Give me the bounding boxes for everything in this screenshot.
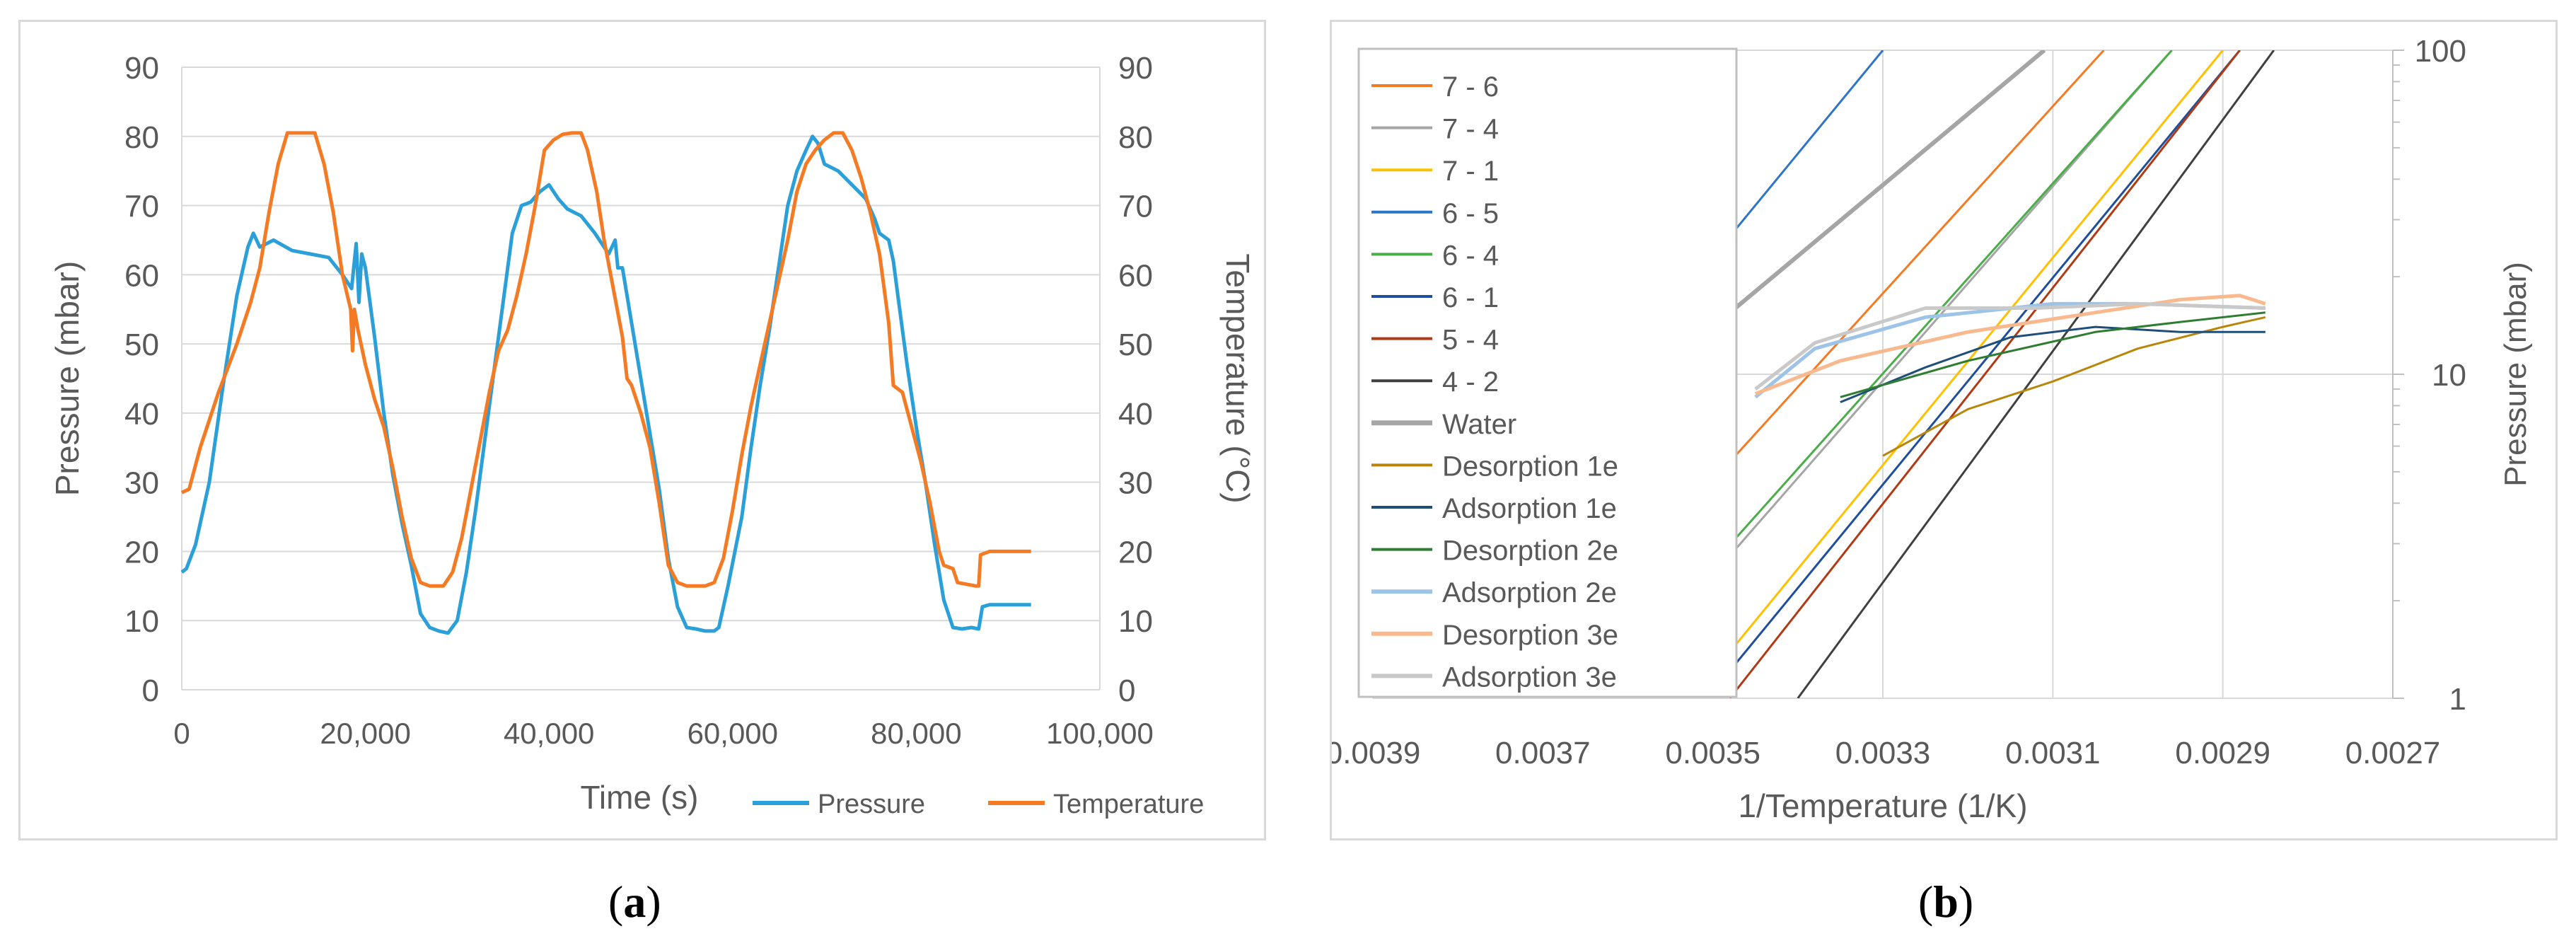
y-tick-label: 10 <box>124 604 159 639</box>
y2-tick-label: 40 <box>1118 397 1153 432</box>
x-tick-label: 0.0031 <box>2005 736 2101 770</box>
legend-label: 7 - 6 <box>1442 71 1499 103</box>
series-line-5-4 <box>1729 50 2241 698</box>
caption-b-close: ) <box>1958 877 1974 927</box>
y2-tick-label: 60 <box>1118 258 1153 293</box>
legend-label: 6 - 4 <box>1442 240 1499 271</box>
y-tick-label: 70 <box>124 190 159 224</box>
caption-a-open: ( <box>608 877 624 927</box>
legend-label: Water <box>1442 409 1516 440</box>
legend-label: Desorption 3e <box>1442 620 1618 651</box>
x-axis-title: 1/Temperature (1/K) <box>1738 787 2027 824</box>
x-tick-label: 20,000 <box>320 717 410 750</box>
series-line-adsorption-1e <box>1840 325 2265 403</box>
y2-tick-label: 80 <box>1118 120 1153 155</box>
y-tick-label: 80 <box>124 120 159 155</box>
legend-label: Temperature <box>1053 790 1204 819</box>
y-tick-label: 1 <box>2449 682 2466 717</box>
y2-axis-title: Temperature (°C) <box>1219 253 1256 503</box>
series-line-water <box>1711 50 2046 329</box>
legend-label: Adsorption 3e <box>1442 661 1617 693</box>
series-line-pressure <box>180 134 1031 635</box>
x-tick-label: 60,000 <box>687 717 778 750</box>
y2-tick-label: 30 <box>1118 466 1153 501</box>
x-tick-label: 0.0035 <box>1665 736 1760 770</box>
legend-label: 7 - 4 <box>1442 114 1499 145</box>
x-tick-label: 0.0029 <box>2175 736 2270 770</box>
chart-b-svg: 0.0039 0.0037 0.0035 0.0033 0.0031 0.0029 0.00… <box>1325 34 2533 824</box>
x-tick-label: 0.0027 <box>2345 736 2441 770</box>
x-tick-label: 100,000 <box>1046 717 1154 750</box>
series-line-desorption-2e <box>1840 311 2265 398</box>
series-line-7-6 <box>1712 50 2105 482</box>
y2-tick-label: 0 <box>1118 674 1135 708</box>
chart-panel-a: 0 0 10 10 20 20 30 30 40 40 50 50 60 60 70 70 80 80 90 90 0 2… <box>18 20 1266 840</box>
y2-tick-label: 10 <box>1118 604 1153 639</box>
legend-label: Adsorption 1e <box>1442 493 1617 524</box>
x-tick-label: 0.0033 <box>1835 736 1931 770</box>
y-tick-label: 90 <box>124 51 159 86</box>
caption-a: (a) <box>608 876 661 928</box>
y-tick-label: 20 <box>124 535 159 570</box>
series-line-4-2 <box>1797 50 2275 698</box>
legend-label: 6 - 1 <box>1442 282 1499 313</box>
legend-box <box>1357 47 1738 698</box>
caption-b-open: ( <box>1918 877 1934 927</box>
series-line-7-4 <box>1712 50 2173 576</box>
legend-label: 6 - 5 <box>1442 198 1499 229</box>
x-tick-label: 0 <box>173 717 190 750</box>
y-tick-label: 10 <box>2432 358 2466 393</box>
caption-a-close: ) <box>646 877 661 927</box>
legend-label: 7 - 1 <box>1442 156 1499 187</box>
x-tick-label: 80,000 <box>871 717 961 750</box>
series-line-6-1 <box>1712 50 2241 693</box>
caption-b: (b) <box>1918 876 1973 928</box>
x-tick-label: 0.0037 <box>1495 736 1591 770</box>
legend-label: Adsorption 2e <box>1442 577 1617 608</box>
caption-b-letter: b <box>1933 877 1959 927</box>
chart-panel-b: 0.0039 0.0037 0.0035 0.0033 0.0031 0.0029 0.00… <box>1325 20 2558 840</box>
legend-label: Desorption 1e <box>1442 451 1618 482</box>
y-tick-label: 30 <box>124 466 159 501</box>
y-tick-label: 40 <box>124 397 159 432</box>
y-tick-label: 60 <box>124 258 159 293</box>
legend-label: Desorption 2e <box>1442 536 1618 567</box>
y-tick-label: 50 <box>124 328 159 362</box>
caption-a-letter: a <box>623 877 646 927</box>
y-axis-title: Pressure (mbar) <box>49 261 86 496</box>
y-tick-label: 100 <box>2415 34 2466 69</box>
x-tick-label: 40,000 <box>504 717 594 750</box>
x-tick-label: 0.0039 <box>1332 736 1420 770</box>
y2-tick-label: 90 <box>1118 51 1153 86</box>
y2-tick-label: 20 <box>1118 535 1153 570</box>
series-line-adsorption-3e <box>1754 301 2265 391</box>
series-line-desorption-3e <box>1754 294 2266 396</box>
y2-tick-label: 50 <box>1118 328 1153 362</box>
y-tick-label: 0 <box>142 674 159 708</box>
series-line-desorption-1e <box>1882 316 2266 457</box>
legend-label: Pressure <box>818 790 925 819</box>
series-line-temperature <box>180 131 1031 588</box>
y-axis-title: Pressure (mbar) <box>2498 262 2533 487</box>
series-line-6-5 <box>1712 50 1884 258</box>
chart-b-series-group <box>1711 50 2275 698</box>
x-axis-title: Time (s) <box>581 779 699 816</box>
legend-label: 4 - 2 <box>1442 366 1499 398</box>
y2-tick-label: 70 <box>1118 190 1153 224</box>
legend-label: 5 - 4 <box>1442 325 1499 356</box>
